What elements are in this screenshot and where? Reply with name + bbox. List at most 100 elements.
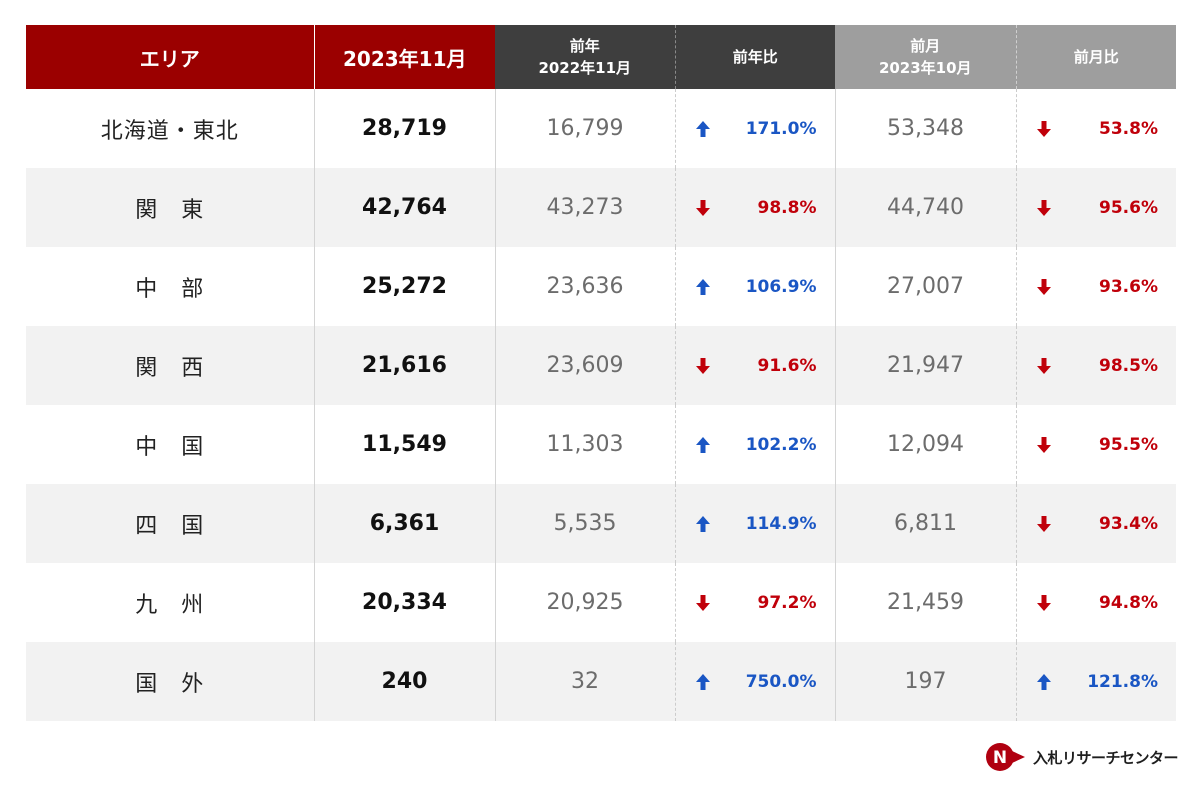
arrow-up-icon xyxy=(695,278,710,295)
arrow-up-icon xyxy=(695,673,710,690)
cell-current: 240 xyxy=(314,642,496,721)
table-body: 北海道・東北 28,719 16,799 171.0% 53,348 53.8% 関 東 42… xyxy=(26,89,1176,721)
cell-current: 20,334 xyxy=(314,563,496,642)
header-row: エリア 2023年11月 前年 2022年11月 前年比 前月 2023年10月… xyxy=(26,25,1176,89)
cell-prev-year: 23,609 xyxy=(495,326,676,405)
logo-mark-icon: N xyxy=(986,743,1025,771)
cell-prev-year: 20,925 xyxy=(495,563,676,642)
arrow-down-icon xyxy=(1036,199,1051,216)
cell-prev-month-ratio: 95.6% xyxy=(1016,168,1176,247)
header-prev-year: 前年 2022年11月 xyxy=(495,25,676,89)
cell-area: 中 国 xyxy=(26,405,315,484)
cell-area: 国 外 xyxy=(26,642,315,721)
arrow-up-icon xyxy=(695,120,710,137)
prev-year-ratio-group: 114.9% xyxy=(676,514,835,534)
prev-month-ratio-value: 93.4% xyxy=(1099,513,1158,534)
area-comparison-table-wrap: エリア 2023年11月 前年 2022年11月 前年比 前月 2023年10月… xyxy=(26,25,1176,721)
prev-month-ratio-group: 95.6% xyxy=(1017,198,1177,218)
cell-prev-year: 16,799 xyxy=(495,89,676,168)
cell-area: 関 東 xyxy=(26,168,315,247)
header-prev-month-title: 前月 xyxy=(910,37,941,55)
logo-text: 入札リサーチセンター xyxy=(1033,748,1179,767)
cell-prev-month: 21,459 xyxy=(835,563,1017,642)
logo: N 入札リサーチセンター xyxy=(985,742,1179,772)
cell-area: 北海道・東北 xyxy=(26,89,315,168)
cell-prev-month-ratio: 95.5% xyxy=(1016,405,1176,484)
prev-month-ratio-value: 53.8% xyxy=(1099,118,1158,139)
prev-month-ratio-group: 93.6% xyxy=(1017,277,1177,297)
cell-prev-year-ratio: 97.2% xyxy=(675,563,836,642)
prev-year-ratio-group: 171.0% xyxy=(676,119,835,139)
cell-prev-year-ratio: 171.0% xyxy=(675,89,836,168)
cell-prev-month-ratio: 93.6% xyxy=(1016,247,1176,326)
header-prev-year-title: 前年 xyxy=(569,37,600,55)
prev-month-ratio-value: 121.8% xyxy=(1087,671,1158,692)
cell-prev-year-ratio: 91.6% xyxy=(675,326,836,405)
prev-month-ratio-value: 93.6% xyxy=(1099,276,1158,297)
header-current-month: 2023年11月 xyxy=(314,25,495,89)
cell-current: 21,616 xyxy=(314,326,496,405)
cell-prev-month: 27,007 xyxy=(835,247,1017,326)
cell-prev-year-ratio: 98.8% xyxy=(675,168,836,247)
prev-year-ratio-value: 97.2% xyxy=(757,592,817,613)
cell-area: 中 部 xyxy=(26,247,315,326)
cell-current: 28,719 xyxy=(314,89,496,168)
area-comparison-table: エリア 2023年11月 前年 2022年11月 前年比 前月 2023年10月… xyxy=(26,25,1176,721)
prev-month-ratio-group: 94.8% xyxy=(1017,593,1177,613)
table-row: 四 国 6,361 5,535 114.9% 6,811 93.4% xyxy=(26,484,1176,563)
cell-prev-year-ratio: 114.9% xyxy=(675,484,836,563)
prev-year-ratio-value: 98.8% xyxy=(757,197,817,218)
arrow-down-icon xyxy=(1036,357,1051,374)
arrow-down-icon xyxy=(695,357,710,374)
cell-prev-month-ratio: 121.8% xyxy=(1016,642,1176,721)
cell-prev-month: 12,094 xyxy=(835,405,1017,484)
table-row: 国 外 240 32 750.0% 197 121.8% xyxy=(26,642,1176,721)
cell-prev-year: 5,535 xyxy=(495,484,676,563)
cell-area: 四 国 xyxy=(26,484,315,563)
header-prev-year-ratio: 前年比 xyxy=(675,25,835,89)
prev-month-ratio-value: 95.6% xyxy=(1099,197,1158,218)
cell-prev-year-ratio: 106.9% xyxy=(675,247,836,326)
arrow-down-icon xyxy=(1036,120,1051,137)
cell-prev-month-ratio: 98.5% xyxy=(1016,326,1176,405)
cell-prev-year-ratio: 102.2% xyxy=(675,405,836,484)
prev-year-ratio-group: 91.6% xyxy=(676,356,835,376)
prev-month-ratio-group: 95.5% xyxy=(1017,435,1177,455)
cell-prev-year: 11,303 xyxy=(495,405,676,484)
cell-prev-month: 53,348 xyxy=(835,89,1017,168)
arrow-down-icon xyxy=(695,594,710,611)
prev-year-ratio-value: 91.6% xyxy=(757,355,817,376)
cell-prev-month-ratio: 93.4% xyxy=(1016,484,1176,563)
cell-current: 6,361 xyxy=(314,484,496,563)
cell-prev-month: 197 xyxy=(835,642,1017,721)
table-row: 関 西 21,616 23,609 91.6% 21,947 98.5% xyxy=(26,326,1176,405)
header-prev-month: 前月 2023年10月 xyxy=(835,25,1017,89)
prev-month-ratio-group: 53.8% xyxy=(1017,119,1177,139)
table-row: 九 州 20,334 20,925 97.2% 21,459 94.8% xyxy=(26,563,1176,642)
table-row: 中 国 11,549 11,303 102.2% 12,094 95.5% xyxy=(26,405,1176,484)
header-prev-year-sub: 2022年11月 xyxy=(538,59,632,77)
cell-current: 11,549 xyxy=(314,405,496,484)
prev-year-ratio-value: 171.0% xyxy=(745,118,817,139)
cell-prev-month: 44,740 xyxy=(835,168,1017,247)
prev-month-ratio-value: 98.5% xyxy=(1099,355,1158,376)
cell-area: 関 西 xyxy=(26,326,315,405)
cell-prev-month: 21,947 xyxy=(835,326,1017,405)
prev-year-ratio-value: 114.9% xyxy=(745,513,817,534)
arrow-up-icon xyxy=(695,436,710,453)
prev-month-ratio-value: 95.5% xyxy=(1099,434,1158,455)
arrow-up-icon xyxy=(695,515,710,532)
arrow-down-icon xyxy=(1036,278,1051,295)
table-row: 関 東 42,764 43,273 98.8% 44,740 95.6% xyxy=(26,168,1176,247)
prev-year-ratio-value: 102.2% xyxy=(745,434,817,455)
cell-prev-month-ratio: 53.8% xyxy=(1016,89,1176,168)
cell-prev-year: 32 xyxy=(495,642,676,721)
cell-prev-year: 43,273 xyxy=(495,168,676,247)
table-row: 北海道・東北 28,719 16,799 171.0% 53,348 53.8% xyxy=(26,89,1176,168)
header-prev-month-sub: 2023年10月 xyxy=(878,59,972,77)
cell-prev-year-ratio: 750.0% xyxy=(675,642,836,721)
cell-prev-month: 6,811 xyxy=(835,484,1017,563)
arrow-down-icon xyxy=(1036,594,1051,611)
cell-prev-year: 23,636 xyxy=(495,247,676,326)
prev-year-ratio-group: 106.9% xyxy=(676,277,835,297)
